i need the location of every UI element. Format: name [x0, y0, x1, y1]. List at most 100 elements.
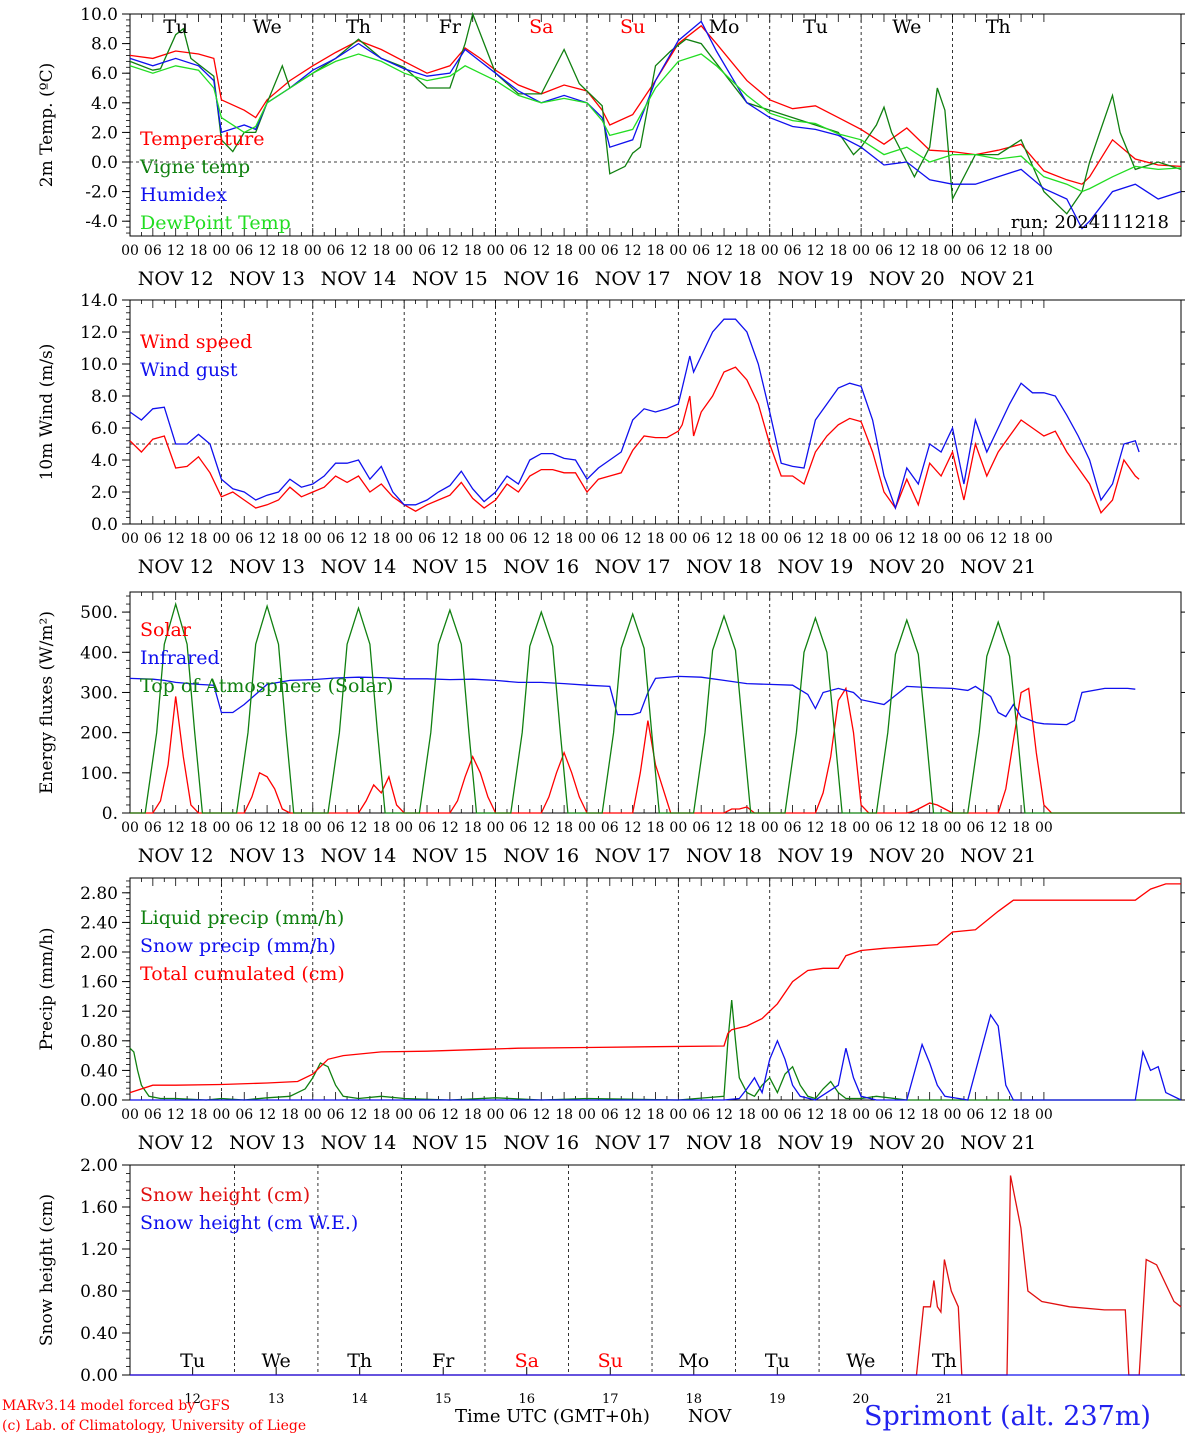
hour-tick-label: 06	[966, 820, 984, 836]
y-tick-label: 6.0	[91, 419, 118, 439]
hour-tick-label: 18	[1012, 1107, 1030, 1123]
hour-tick-label: 00	[304, 243, 322, 259]
date-label: NOV 12	[138, 268, 214, 290]
hour-tick-label: 12	[532, 243, 550, 259]
hour-tick-label: 12	[989, 531, 1007, 547]
hour-tick-label: 18	[464, 243, 482, 259]
weekday-label: Su	[598, 1350, 623, 1372]
time-axis-label: Time UTC (GMT+0h)	[455, 1406, 650, 1427]
weekday-label: Th	[932, 1350, 957, 1372]
y-tick-label: 4.0	[91, 451, 118, 471]
y-tick-label: 10.0	[80, 5, 118, 25]
hour-tick-label: 18	[464, 820, 482, 836]
hour-tick-label: 00	[669, 1107, 687, 1123]
y-tick-label: 200.	[80, 724, 118, 744]
hour-tick-label: 18	[190, 531, 208, 547]
hour-tick-label: 00	[944, 531, 962, 547]
weekday-label: Th	[346, 16, 371, 38]
series-line-wind-speed	[129, 366, 1140, 515]
hour-tick-label: 06	[144, 1107, 162, 1123]
y-axis-label: Snow height (cm)	[37, 1194, 57, 1346]
hour-tick-label: 00	[852, 531, 870, 547]
hour-tick-label: 06	[966, 531, 984, 547]
series-line-top-of-atmosphere-solar-	[130, 601, 1181, 814]
date-label: NOV 21	[960, 268, 1036, 290]
date-label: NOV 13	[229, 268, 305, 290]
weekday-label: We	[846, 1350, 875, 1372]
hour-tick-label: 00	[304, 1107, 322, 1123]
hour-tick-label: 06	[875, 531, 893, 547]
hour-tick-label: 06	[784, 820, 802, 836]
hour-tick-label: 00	[304, 531, 322, 547]
y-tick-label: 2.00	[80, 1156, 118, 1176]
hour-tick-label: 18	[738, 820, 756, 836]
legend-entry: Top of Atmosphere (Solar)	[140, 675, 393, 697]
day-number-label: 17	[602, 1392, 619, 1407]
hour-tick-label: 00	[761, 1107, 779, 1123]
weekday-label: We	[892, 16, 921, 38]
hour-tick-label: 18	[921, 243, 939, 259]
hour-tick-label: 18	[829, 820, 847, 836]
hour-tick-label: 00	[761, 531, 779, 547]
y-axis-label: Energy fluxes (W/m²)	[37, 611, 57, 794]
y-tick-label: 8.0	[91, 387, 118, 407]
weekday-label: Sa	[529, 16, 553, 38]
hour-tick-label: 18	[555, 820, 573, 836]
hour-tick-label: 12	[989, 1107, 1007, 1123]
hour-tick-label: 18	[921, 1107, 939, 1123]
hour-tick-label: 12	[441, 1107, 459, 1123]
hour-tick-label: 00	[121, 820, 139, 836]
hour-tick-label: 18	[190, 1107, 208, 1123]
hour-tick-label: 06	[784, 531, 802, 547]
hour-tick-label: 06	[509, 531, 527, 547]
y-tick-label: 0.40	[80, 1324, 118, 1344]
day-number-label: 15	[435, 1392, 452, 1407]
hour-tick-label: 06	[327, 531, 345, 547]
hour-tick-label: 12	[258, 820, 276, 836]
hour-tick-label: 12	[807, 1107, 825, 1123]
hour-tick-label: 00	[395, 531, 413, 547]
hour-tick-label: 18	[647, 243, 665, 259]
hour-tick-label: 00	[852, 1107, 870, 1123]
y-tick-label: 0.00	[80, 1091, 118, 1111]
panel-precip	[122, 877, 1185, 1101]
hour-tick-label: 00	[304, 820, 322, 836]
legend-entry: Snow height (cm W.E.)	[140, 1212, 358, 1234]
day-number-label: 13	[268, 1392, 285, 1407]
hour-tick-label: 00	[944, 243, 962, 259]
y-tick-label: 1.60	[80, 973, 118, 993]
hour-tick-label: 18	[738, 1107, 756, 1123]
hour-tick-label: 18	[647, 820, 665, 836]
weekday-label: Sa	[515, 1350, 539, 1372]
hour-tick-label: 06	[144, 820, 162, 836]
hour-tick-label: 00	[944, 820, 962, 836]
hour-tick-label: 12	[167, 1107, 185, 1123]
hour-tick-label: 12	[350, 531, 368, 547]
hour-tick-label: 12	[898, 1107, 916, 1123]
hour-tick-label: 12	[624, 531, 642, 547]
day-number-label: 18	[686, 1392, 703, 1407]
series-line-temperature	[129, 24, 1182, 185]
hour-tick-label: 12	[532, 820, 550, 836]
date-label: NOV 21	[960, 556, 1036, 578]
panel-frame	[129, 13, 1182, 237]
date-label: NOV 19	[778, 556, 854, 578]
hour-tick-label: 06	[784, 1107, 802, 1123]
weekday-label: Fr	[439, 16, 462, 38]
hour-tick-label: 12	[989, 820, 1007, 836]
hour-tick-label: 06	[875, 1107, 893, 1123]
y-tick-label: 100.	[80, 764, 118, 784]
hour-tick-label: 06	[418, 1107, 436, 1123]
y-tick-label: 2.00	[80, 943, 118, 963]
hour-tick-label: 06	[601, 820, 619, 836]
date-label: NOV 16	[503, 268, 579, 290]
hour-tick-label: 00	[1035, 1107, 1053, 1123]
hour-tick-label: 18	[555, 531, 573, 547]
run-annotation: run: 2024111218	[1011, 212, 1169, 233]
y-tick-label: 400.	[80, 643, 118, 663]
date-label: NOV 20	[869, 556, 945, 578]
date-label: NOV 21	[960, 845, 1036, 867]
weekday-label: Tu	[180, 1350, 205, 1372]
hour-tick-label: 06	[784, 243, 802, 259]
date-label: NOV 15	[412, 845, 488, 867]
